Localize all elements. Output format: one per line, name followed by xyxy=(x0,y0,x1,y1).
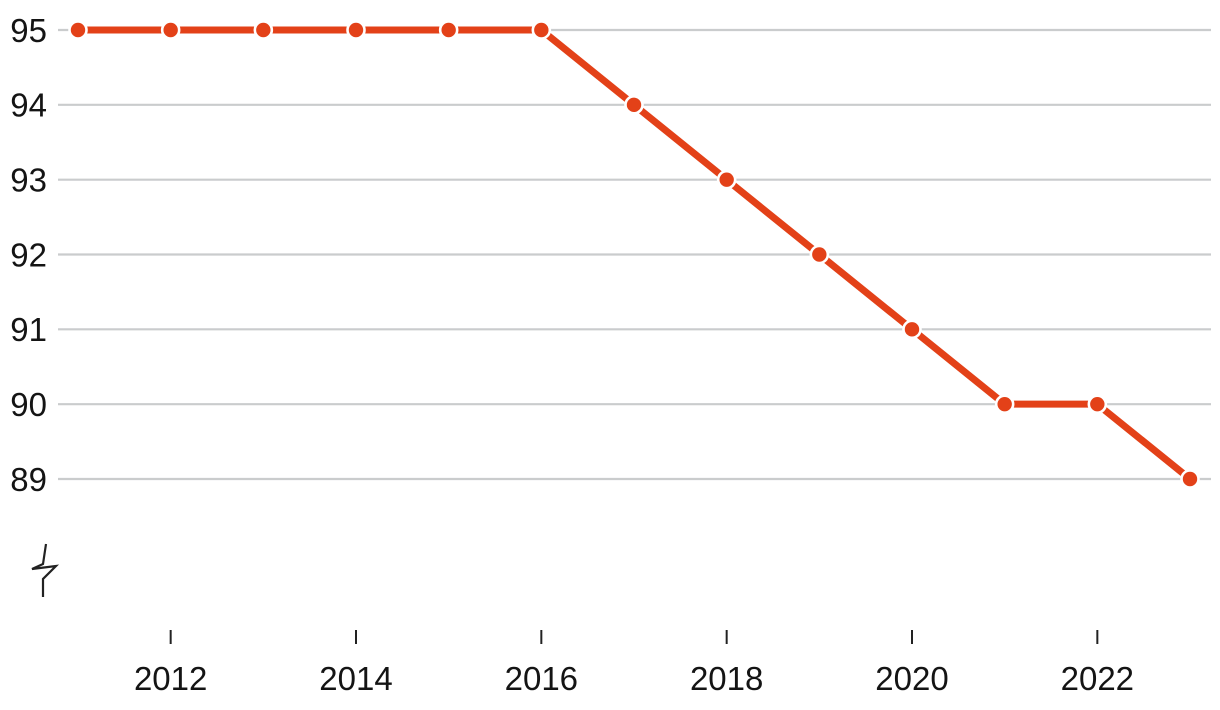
y-axis-label: 90 xyxy=(10,386,47,423)
x-axis-label: 2016 xyxy=(505,660,578,697)
x-axis-label: 2022 xyxy=(1061,660,1134,697)
y-axis-label: 91 xyxy=(10,311,47,348)
data-point xyxy=(253,20,274,40)
data-point xyxy=(902,319,922,340)
y-axis-label: 89 xyxy=(10,461,47,498)
data-point xyxy=(809,244,830,265)
data-point xyxy=(346,20,366,40)
x-axis-label: 2014 xyxy=(319,660,392,697)
data-point xyxy=(1180,469,1200,489)
x-axis-label: 2018 xyxy=(690,660,763,697)
data-point xyxy=(1087,394,1108,414)
axis-break-icon xyxy=(31,543,60,597)
x-axis-label: 2012 xyxy=(134,660,207,697)
data-point xyxy=(716,169,737,190)
data-point xyxy=(160,20,181,40)
data-point xyxy=(624,95,644,115)
data-point xyxy=(68,20,88,40)
data-point xyxy=(531,20,552,40)
y-axis-label: 94 xyxy=(10,87,47,124)
y-axis-label: 95 xyxy=(10,12,47,49)
x-axis-label: 2020 xyxy=(875,660,948,697)
data-point xyxy=(438,20,459,40)
y-axis-label: 92 xyxy=(10,236,47,273)
y-axis-label: 93 xyxy=(10,162,47,199)
data-point xyxy=(994,394,1015,414)
